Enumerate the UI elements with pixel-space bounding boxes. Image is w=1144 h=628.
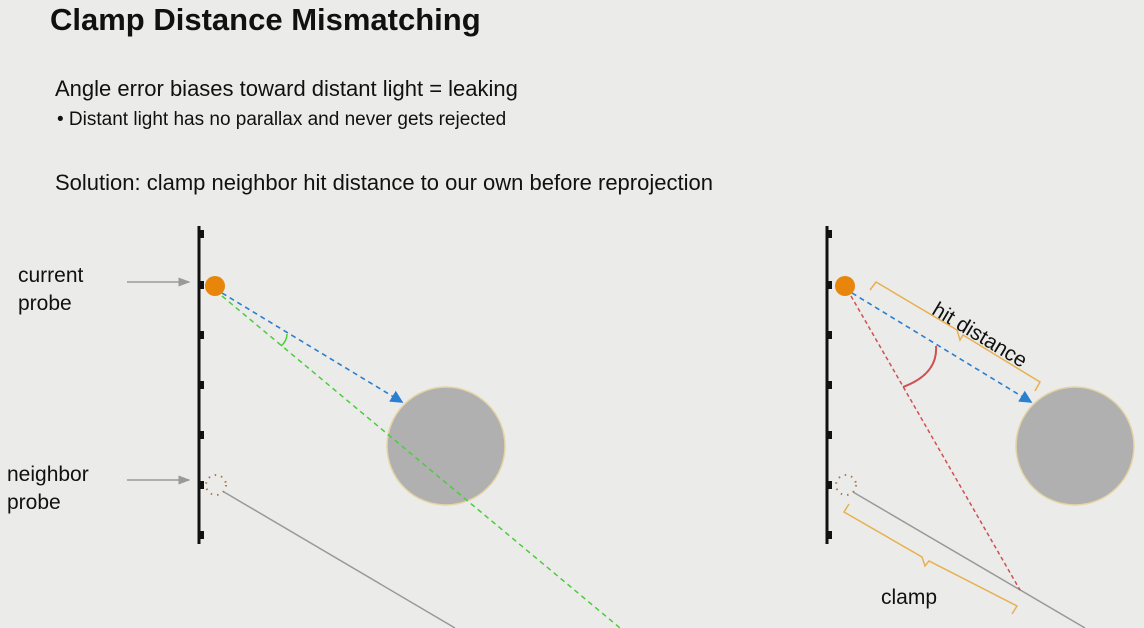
neighbor-probe (205, 474, 227, 496)
point-solution: Solution: clamp neighbor hit distance to… (55, 170, 713, 195)
clamp-label: clamp (881, 586, 938, 609)
current-probe (835, 276, 855, 296)
label-line: probe (7, 491, 61, 514)
blue-ray (851, 292, 1033, 403)
slide-title: Clamp Distance Mismatching (50, 2, 481, 37)
left-diagram (127, 226, 621, 628)
neighbor-probe-label: neighbor probe (7, 461, 89, 517)
label-line: current (18, 264, 84, 287)
sphere-occluder (386, 386, 506, 506)
point-angle-error: Angle error biases toward distant light … (55, 76, 518, 101)
angle-arc (902, 345, 938, 388)
probe-ticks (199, 230, 204, 539)
sphere-occluder (1015, 386, 1135, 506)
label-line: probe (18, 292, 72, 315)
angle-arc (280, 333, 288, 347)
clamp-bracket (842, 503, 1019, 615)
blue-ray (221, 292, 404, 403)
current-probe-label: current probe (18, 262, 83, 318)
label-line: neighbor (7, 463, 89, 486)
hit-distance-bracket (869, 281, 1042, 392)
red-ray (850, 295, 1021, 591)
right-diagram (825, 226, 1135, 628)
neighbor-ray (223, 491, 456, 628)
neighbor-probe (835, 474, 857, 496)
probe-ticks (827, 230, 832, 539)
current-probe (205, 276, 225, 296)
neighbor-ray (852, 491, 1086, 628)
bullet-distant-light: • Distant light has no parallax and neve… (57, 109, 507, 130)
